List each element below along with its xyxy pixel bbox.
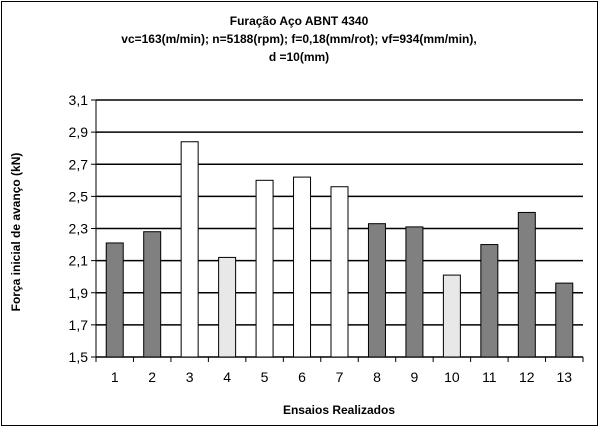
bar-ensaio-3 — [180, 141, 199, 358]
y-tick-label: 2,3 — [69, 221, 89, 237]
y-tick-label: 2,1 — [69, 253, 89, 269]
bar-ensaio-6 — [293, 176, 312, 358]
x-tick-label: 3 — [186, 369, 194, 385]
x-tick-label: 7 — [336, 369, 344, 385]
y-tick-label: 1,7 — [69, 317, 89, 333]
x-tick-label: 1 — [111, 369, 119, 385]
chart-subtitle-1: vc=163(m/min); n=5188(rpm); f=0,18(mm/ro… — [121, 32, 476, 46]
y-tick-label: 2,7 — [69, 156, 89, 172]
x-tick-label: 2 — [148, 369, 156, 385]
x-tick-label: 12 — [519, 369, 535, 385]
bar-ensaio-2 — [143, 231, 162, 358]
x-tick-label: 9 — [411, 369, 419, 385]
x-tick-label: 5 — [261, 369, 269, 385]
x-tick-label: 11 — [482, 369, 497, 385]
bar-ensaio-8 — [367, 223, 386, 358]
x-tick-label: 6 — [298, 369, 306, 385]
y-tick-labels: 1,5 1,7 1,9 2,1 2,3 2,5 2,7 2,9 3,1 — [69, 92, 89, 365]
x-tick-label: 10 — [444, 369, 460, 385]
bar-ensaio-11 — [480, 244, 499, 358]
x-tick-label: 13 — [556, 369, 572, 385]
bar-ensaio-4 — [218, 256, 237, 358]
x-axis-title: Ensaios Realizados — [283, 403, 395, 417]
bar-ensaio-7 — [330, 186, 349, 358]
y-axis-title: Força inicial de avanço (kN) — [9, 153, 23, 312]
bar-ensaio-5 — [255, 179, 274, 358]
y-tick-label: 1,5 — [69, 349, 89, 365]
y-tick-label: 1,9 — [69, 285, 89, 301]
bar-ensaio-13 — [555, 282, 574, 358]
y-tick-label: 3,1 — [69, 92, 89, 108]
axes — [91, 99, 584, 362]
x-tick-label: 8 — [373, 369, 381, 385]
bar-ensaio-10 — [442, 274, 461, 358]
chart-subtitle-2: d =10(mm) — [269, 50, 329, 64]
chart-title: Furação Aço ABNT 4340 — [230, 14, 369, 28]
bar-ensaio-12 — [517, 211, 536, 358]
y-tick-label: 2,5 — [69, 188, 89, 204]
x-tick-labels: 1 2 3 4 5 6 7 8 9 10 11 12 13 — [111, 369, 572, 385]
y-tick-label: 2,9 — [69, 124, 89, 140]
bars — [105, 141, 574, 358]
bar-ensaio-9 — [405, 226, 424, 358]
bar-ensaio-1 — [105, 242, 124, 358]
x-tick-label: 4 — [223, 369, 231, 385]
